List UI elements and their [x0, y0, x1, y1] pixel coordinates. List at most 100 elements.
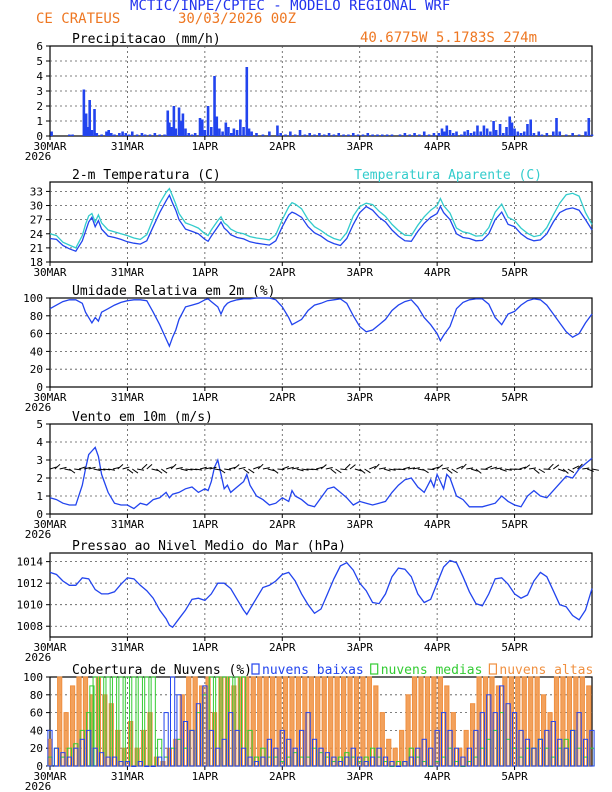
wind-barb [388, 468, 396, 471]
wind-barb [373, 463, 380, 470]
panel-5-bar [431, 676, 437, 767]
panel-5-bar [176, 694, 182, 767]
panel-3-series-line [49, 446, 593, 510]
panel-5-bar [302, 676, 308, 767]
panel-0-bar [174, 128, 178, 136]
panel-5-bar [205, 676, 211, 767]
wind-barb [195, 468, 203, 471]
panel-1-ytick-label: 18 [30, 256, 43, 269]
panel-0-bar [505, 127, 508, 136]
panel-0-bar [100, 134, 103, 136]
panel-5-bar [440, 712, 447, 767]
panel-4-series-line [49, 559, 593, 629]
panel-2-series-line [49, 297, 593, 348]
panel-5-bar [531, 747, 537, 767]
panel-0-bar [385, 134, 389, 136]
panel-5-bar [234, 729, 240, 767]
panel-1-xtick-label: 30MAR [33, 266, 66, 279]
panel-0-bar [472, 131, 476, 136]
panel-0-bar [351, 133, 355, 136]
wind-barb [228, 466, 236, 470]
wind-barb [369, 465, 377, 470]
wind-barb [233, 464, 240, 470]
panel-4-title: Pressao ao Nivel Medio do Mar (hPa) [72, 539, 346, 554]
panel-3-xtick-label: 3APR [346, 518, 373, 531]
wind-barb [180, 468, 188, 472]
wind-barb [344, 463, 351, 470]
wind-barb [495, 467, 503, 470]
panel-5-bar [424, 676, 431, 767]
panel-0-ytick-label: 2 [36, 100, 43, 113]
panel-5-bar [508, 676, 514, 767]
panel-1-series-line [49, 187, 593, 249]
panel-5-bar [499, 685, 505, 767]
panel-0-bar [198, 118, 202, 136]
chart-title: MCTIC/INPE/CPTEC - MODELO REGIONAL WRF [130, 0, 451, 14]
panel-0-bar [206, 106, 210, 136]
panel-0-bar [242, 127, 245, 136]
panel-5-bar [415, 747, 421, 767]
panel-0-bar [177, 107, 181, 136]
wind-barb [359, 468, 366, 474]
panel-5-bar [560, 676, 566, 767]
panel-2-ytick-label: 40 [30, 345, 43, 358]
panel-4-xtick-label: 2APR [269, 641, 296, 654]
wind-barb [538, 468, 546, 474]
panel-0-bar [158, 134, 161, 136]
panel-0-bar [413, 133, 416, 136]
panel-5-bar [240, 747, 247, 767]
panel-5-bar [344, 756, 350, 767]
panel-0-bar [187, 133, 191, 136]
panel-5-bar [163, 712, 169, 767]
panel-5-bar [266, 738, 272, 767]
panel-5-xtick-label: 3APR [346, 770, 373, 783]
wind-barb [311, 468, 319, 471]
panel-0-bar [224, 122, 228, 136]
panel-5-bar [331, 756, 337, 767]
wind-barb [403, 466, 411, 470]
panel-1-ytick-label: 30 [30, 200, 43, 213]
panel-1-xtick-label: 5APR [501, 266, 528, 279]
panel-1-ytick-label: 27 [30, 214, 43, 227]
panel-2-xtick-label: 1APR [192, 391, 219, 404]
panel-0-bar [250, 131, 253, 136]
panel-0-bar [121, 131, 124, 136]
panel-5-bar [169, 676, 176, 767]
panel-0-xtick-label: 3APR [346, 140, 373, 153]
panel-1-ytick-label: 33 [30, 185, 43, 198]
wind-barb [93, 468, 101, 471]
panel-5-bar [273, 747, 279, 767]
panel-0-bar [84, 113, 88, 136]
panel-4-xtick-label: 4APR [424, 641, 451, 654]
wind-barb [54, 463, 61, 470]
panel-5-bar [208, 729, 214, 767]
panel-5-bar [318, 747, 324, 767]
panel-1-ytick-label: 24 [30, 228, 44, 241]
panel-5-bar [279, 729, 285, 767]
panel-5-bar [282, 676, 289, 767]
panel-4-ytick-label: 1008 [17, 620, 44, 633]
panel-0-bar [516, 131, 520, 136]
panel-5-bar [86, 729, 92, 767]
station-coords: 40.6775W 5.1783S 274m [360, 30, 538, 46]
wind-barb [175, 467, 183, 470]
wind-barb [504, 468, 512, 471]
panel-5-bar [189, 729, 195, 767]
panel-5-bar [199, 685, 205, 767]
panel-5-legend-swatch [488, 663, 497, 675]
wind-barb [383, 468, 391, 472]
panel-0-bar [427, 134, 431, 136]
wind-barb [567, 468, 575, 474]
wind-barb [112, 466, 120, 470]
panel-0-bar [148, 134, 152, 136]
wind-barb [267, 468, 275, 472]
wind-barb [422, 468, 429, 474]
wind-barb [354, 468, 362, 472]
panel-0-bar [482, 125, 486, 136]
panel-5-bar [82, 676, 89, 767]
panel-5-bar [563, 747, 569, 767]
panel-5-bar [492, 712, 498, 767]
panel-5-bar [376, 747, 382, 767]
panel-0-bar [418, 134, 421, 136]
panel-0-bar [293, 134, 297, 136]
